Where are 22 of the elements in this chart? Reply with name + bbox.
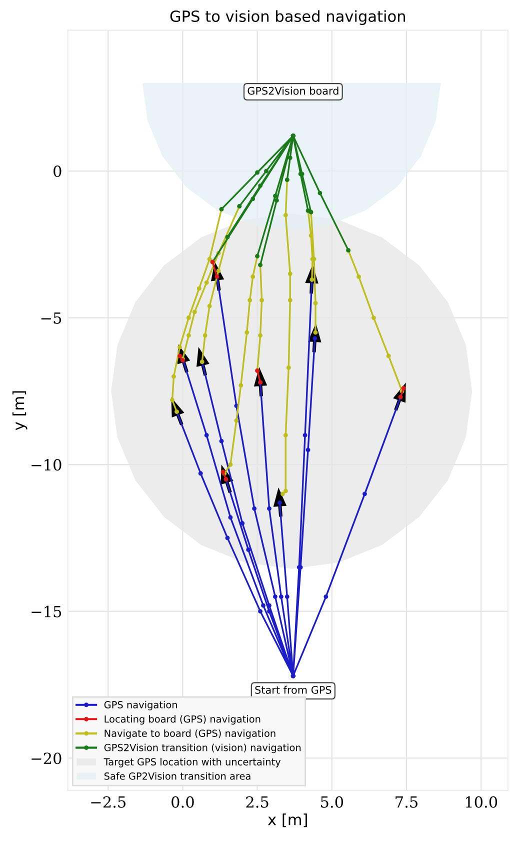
x-tick-label: −2.5 (91, 796, 126, 808)
x-tick-label: 5.0 (321, 796, 344, 808)
x-axis-title: x [m] (268, 814, 307, 828)
y-tick-label: −10 (32, 459, 62, 471)
chart-title: GPS to vision based navigation (170, 10, 405, 25)
annotation: GPS2Vision board (248, 86, 338, 95)
y-tick-label: −20 (32, 752, 62, 764)
y-tick-label: −5 (41, 312, 62, 324)
x-tick-label: 7.5 (396, 796, 418, 808)
legend-label: Locating board (GPS) navigation (104, 715, 260, 725)
x-tick-label: 0.0 (172, 796, 194, 808)
x-tick-label: 2.5 (246, 796, 268, 808)
annotation: Start from GPS (255, 686, 332, 694)
y-tick-label: 0 (54, 166, 62, 178)
y-axis-title: y [m] (12, 391, 28, 430)
legend-label: Navigate to board (GPS) navigation (104, 729, 276, 739)
legend-label: GPS navigation (104, 700, 177, 710)
legend-label: Target GPS location with uncertainty (104, 758, 281, 768)
legend-label: Safe GP2Vision transition area (104, 772, 250, 780)
x-tick-label: 10.0 (466, 796, 498, 808)
legend-label: GPS2Vision transition (vision) navigation (104, 744, 301, 754)
y-tick-label: −15 (32, 606, 62, 618)
